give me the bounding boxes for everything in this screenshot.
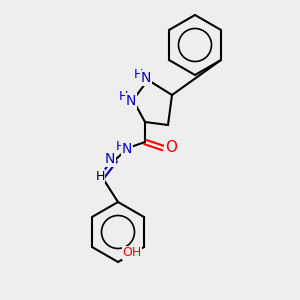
Text: H: H (133, 68, 143, 82)
Text: H: H (95, 169, 105, 182)
Text: N: N (105, 152, 115, 166)
Text: O: O (165, 140, 177, 154)
Text: N: N (126, 94, 136, 108)
Text: N: N (122, 142, 132, 156)
Text: H: H (118, 91, 128, 103)
Text: H: H (115, 140, 125, 152)
Text: N: N (141, 71, 151, 85)
Text: OH: OH (122, 247, 142, 260)
